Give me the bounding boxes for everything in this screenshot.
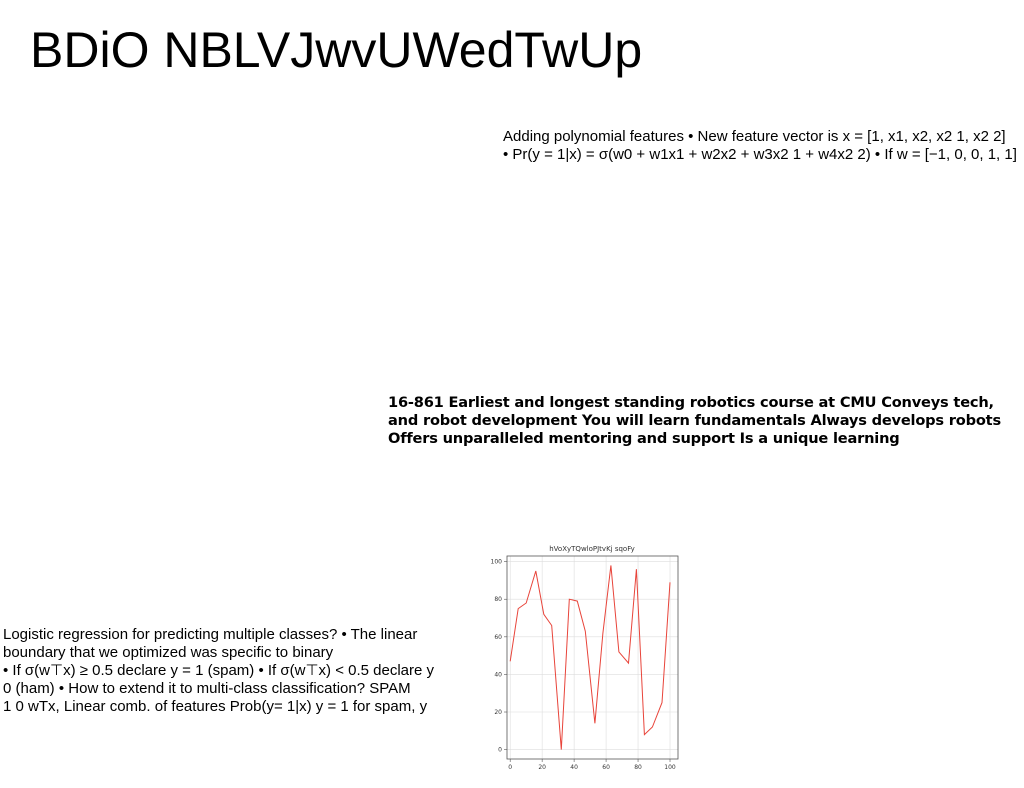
x-tick-label: 100 [664, 764, 676, 771]
x-tick-label: 40 [570, 764, 578, 771]
line-chart: hVoXyTQwloPJtvKj sqoFy 0 20 40 60 80 100 0 20 40… [484, 540, 684, 775]
y-tick-label: 0 [498, 747, 502, 754]
polynomial-features-text: Adding polynomial features • New feature… [503, 128, 1024, 164]
y-tick-label: 20 [494, 709, 502, 716]
x-tick-label: 80 [634, 764, 642, 771]
chart-ticks: 0 20 40 60 80 100 0 20 40 60 80 100 [491, 559, 676, 771]
x-tick-label: 20 [538, 764, 546, 771]
logistic-line-1: Logistic regression for predicting multi… [3, 626, 418, 643]
logistic-line-2: boundary that we optimized was specific … [3, 644, 334, 661]
chart-series [509, 565, 671, 750]
chart-title: hVoXyTQwloPJtvKj sqoFy [549, 545, 634, 553]
logistic-regression-text: Logistic regression for predicting multi… [3, 626, 453, 716]
y-tick-label: 80 [494, 596, 502, 603]
y-tick-label: 60 [494, 634, 502, 641]
logistic-line-4: 0 (ham) • How to extend it to multi-clas… [3, 680, 411, 697]
logistic-line-5: 1 0 wTx, Linear comb. of features Prob(y… [3, 698, 428, 715]
x-tick-label: 0 [508, 764, 512, 771]
polynomial-line-1: Adding polynomial features • New feature… [503, 128, 1006, 145]
polynomial-line-2: • Pr(y = 1|x) = σ(w0 + w1x1 + w2x2 + w3x… [503, 146, 1017, 163]
slide-title: BDiO NBLVJwvUWedTwUp [30, 22, 643, 78]
y-tick-label: 40 [494, 671, 502, 678]
x-tick-label: 60 [602, 764, 610, 771]
logistic-line-3: • If σ(w⊤x) ≥ 0.5 declare y = 1 (spam) •… [3, 662, 435, 679]
chart-plot-frame [506, 555, 679, 760]
chart-grid [507, 556, 678, 759]
line-chart-svg: hVoXyTQwloPJtvKj sqoFy 0 20 40 60 80 100 0 20 40… [491, 545, 679, 771]
course-description: 16-861 Earliest and longest standing rob… [388, 394, 1001, 447]
series-line [509, 565, 671, 750]
y-tick-label: 100 [491, 559, 503, 566]
